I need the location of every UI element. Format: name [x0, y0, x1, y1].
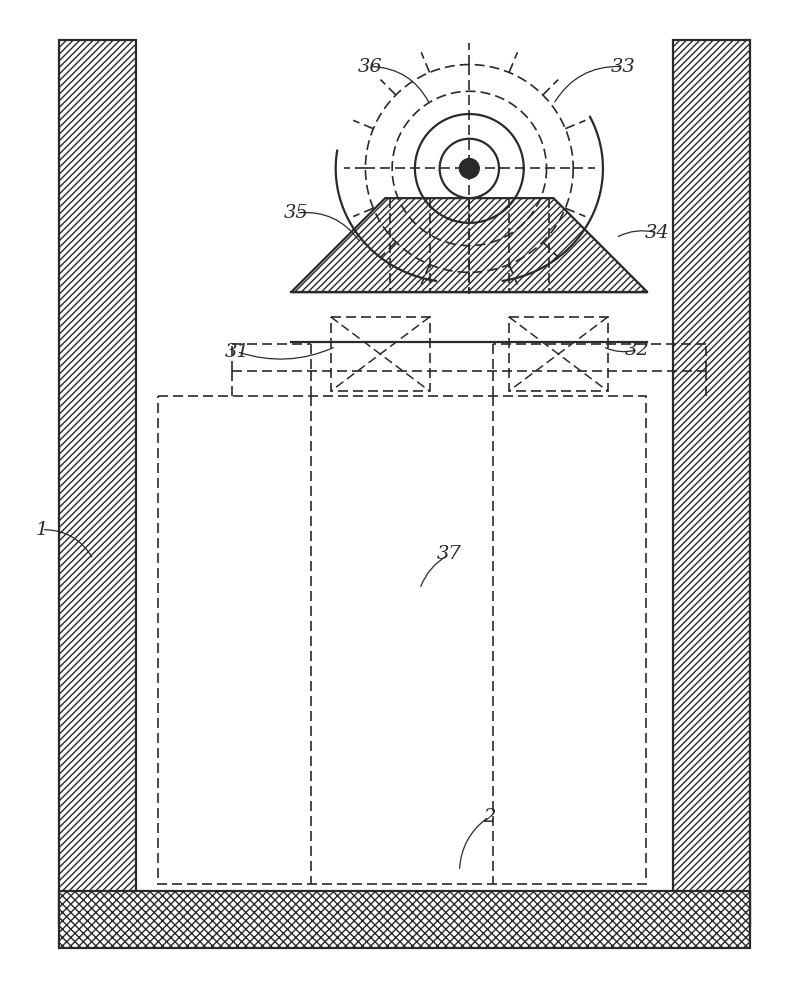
Text: 36: 36: [358, 58, 383, 76]
Text: 31: 31: [224, 343, 249, 361]
Bar: [58, 40, 136, 926]
Bar: [673, 40, 751, 926]
Text: 1: 1: [36, 521, 48, 539]
Text: 37: 37: [437, 545, 462, 563]
Text: 34: 34: [645, 224, 670, 242]
Bar: [673, 40, 751, 926]
Bar: [58, 891, 751, 948]
Bar: [158, 396, 646, 884]
Polygon shape: [291, 198, 647, 292]
Bar: [509, 317, 608, 391]
Text: 2: 2: [483, 808, 495, 826]
Bar: [58, 891, 751, 948]
Text: 33: 33: [610, 58, 635, 76]
Text: 32: 32: [625, 341, 650, 359]
Bar: [331, 317, 430, 391]
Bar: [58, 40, 136, 926]
Text: 35: 35: [284, 204, 308, 222]
Circle shape: [460, 159, 479, 178]
